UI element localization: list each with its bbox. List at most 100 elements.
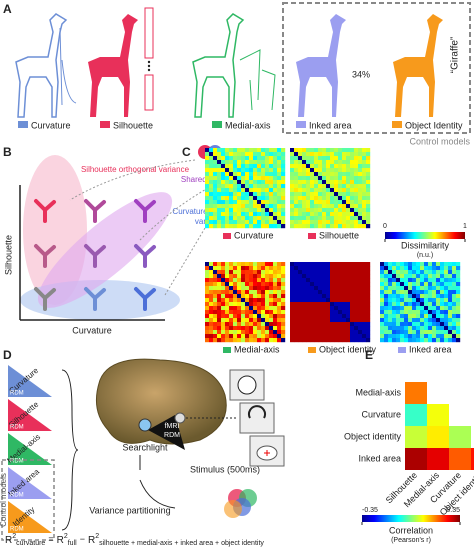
correlation-cell xyxy=(449,448,471,470)
rdm-cell xyxy=(456,306,461,311)
rdm-cell xyxy=(217,208,222,213)
rdm-cell xyxy=(318,262,323,267)
rdm-cell xyxy=(249,152,254,157)
rdm-cell xyxy=(273,204,278,209)
rdm-cell xyxy=(326,176,331,181)
rdm-cell xyxy=(358,176,363,181)
rdm-cell xyxy=(346,160,351,165)
rdm-cell xyxy=(362,204,367,209)
rdm-cell xyxy=(326,286,331,291)
rdm-cell xyxy=(277,266,282,271)
rdm-cell xyxy=(237,200,242,205)
rdm-cell xyxy=(273,270,278,275)
rdm-cell xyxy=(380,262,385,267)
rdm-cell xyxy=(396,266,401,271)
rdm-cell xyxy=(432,278,437,283)
rdm-cell xyxy=(257,220,262,225)
rdm-cell xyxy=(314,318,319,323)
rdm-cell xyxy=(261,338,266,343)
rdm-cell xyxy=(269,212,274,217)
rdm-cell xyxy=(416,262,421,267)
rdm-cell xyxy=(213,196,218,201)
rdm-cell xyxy=(318,326,323,331)
rdm-cell xyxy=(302,168,307,173)
rdm-cell xyxy=(233,322,238,327)
rdm-cell xyxy=(290,224,295,229)
rdm-cell xyxy=(277,338,282,343)
rdm-cell xyxy=(310,326,315,331)
rdm-cell xyxy=(306,270,311,275)
colorbar-tick: 0.35 xyxy=(446,507,460,514)
rdm-cell xyxy=(428,282,433,287)
matrix-label: Curvature xyxy=(234,230,274,240)
rdm-cell xyxy=(396,282,401,287)
rdm-cell xyxy=(225,290,230,295)
rdm-cell xyxy=(241,148,246,153)
rdm-cell xyxy=(253,262,258,267)
rdm-cell xyxy=(350,160,355,165)
rdm-cell xyxy=(273,164,278,169)
rdm-cell xyxy=(245,330,250,335)
rdm-cell xyxy=(432,302,437,307)
rdm-cell xyxy=(265,148,270,153)
rdm-cell xyxy=(257,334,262,339)
rdm-cell xyxy=(294,180,299,185)
rdm-cell xyxy=(281,286,286,291)
rdm-cell xyxy=(314,196,319,201)
rdm-cell xyxy=(225,270,230,275)
rdm-cell xyxy=(358,224,363,229)
rdm-cell xyxy=(257,262,262,267)
rdm-cell xyxy=(318,298,323,303)
rdm-cell xyxy=(452,314,457,319)
rdm-cell xyxy=(245,314,250,319)
rdm-cell xyxy=(342,338,347,343)
rdm-cell xyxy=(205,330,210,335)
rdm-cell xyxy=(269,310,274,315)
rdm-cell xyxy=(237,164,242,169)
rdm-cell xyxy=(209,330,214,335)
rdm-cell xyxy=(444,318,449,323)
rdm-cell xyxy=(298,176,303,181)
rdm-cell xyxy=(302,192,307,197)
rdm-cell xyxy=(265,286,270,291)
rdm-cell xyxy=(290,160,295,165)
rdm-cell xyxy=(444,270,449,275)
rdm-cell xyxy=(314,306,319,311)
rdm-cell xyxy=(330,286,335,291)
rdm-cell xyxy=(350,148,355,153)
colorbar-title: Correlation xyxy=(389,525,433,535)
rdm-cell xyxy=(229,224,234,229)
rdm-cell xyxy=(366,306,371,311)
rdm-cell xyxy=(249,302,254,307)
rdm-cell xyxy=(416,286,421,291)
rdm-cell xyxy=(229,208,234,213)
rdm-cell xyxy=(269,220,274,225)
rdm-cell xyxy=(213,184,218,189)
rdm-cell xyxy=(322,200,327,205)
rdm-cell xyxy=(380,286,385,291)
rdm-cell xyxy=(269,164,274,169)
rdm-cell xyxy=(281,164,286,169)
rdm-cell xyxy=(221,188,226,193)
rdm-cell xyxy=(249,160,254,165)
rdm-cell xyxy=(322,270,327,275)
rdm-cell xyxy=(273,318,278,323)
rdm-cell xyxy=(217,176,222,181)
rdm-cell xyxy=(322,298,327,303)
rdm-cell xyxy=(245,286,250,291)
rdm-cell xyxy=(245,274,250,279)
rdm-cell xyxy=(366,188,371,193)
rdm-cell xyxy=(420,282,425,287)
rdm-cell xyxy=(318,196,323,201)
rdm-cell xyxy=(388,286,393,291)
rdm-cell xyxy=(277,160,282,165)
rdm-cell xyxy=(346,282,351,287)
rdm-cell xyxy=(253,208,258,213)
rdm-cell xyxy=(362,212,367,217)
connector xyxy=(69,159,209,296)
rdm-cell xyxy=(217,266,222,271)
rdm-cell xyxy=(205,156,210,161)
rdm-cell xyxy=(217,302,222,307)
rdm-cell xyxy=(330,310,335,315)
rdm-cell xyxy=(330,262,335,267)
